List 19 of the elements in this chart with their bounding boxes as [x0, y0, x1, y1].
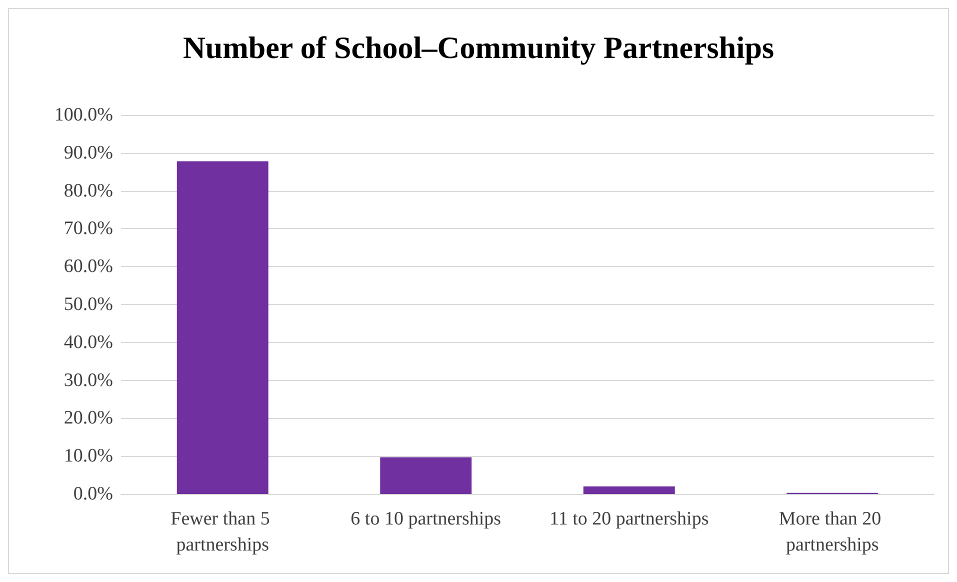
y-tick-label: 30.0%	[64, 370, 114, 391]
y-tick-label: 60.0%	[64, 256, 114, 278]
y-tick-label: 40.0%	[64, 332, 114, 353]
y-tick-label: 100.0%	[54, 104, 114, 126]
bar	[583, 486, 675, 494]
chart-title: Number of School–Community Partnerships	[182, 30, 774, 65]
x-tick-label: More than 20 partnerships	[778, 508, 886, 556]
y-tick-label: 10.0%	[64, 446, 114, 467]
y-tick-label: 0.0%	[73, 484, 114, 504]
y-tick-label: 50.0%	[64, 294, 114, 315]
y-tick-label: 70.0%	[64, 218, 114, 240]
x-tick-label: 11 to 20 partnerships	[550, 508, 709, 530]
y-tick-label: 90.0%	[64, 142, 114, 164]
bar	[176, 161, 268, 494]
x-tick-label: 6 to 10 partnerships	[350, 508, 502, 530]
x-tick-label: Fewer than 5 partnerships	[170, 508, 275, 556]
y-tick-label: 80.0%	[64, 180, 114, 202]
y-tick-label: 20.0%	[64, 408, 114, 429]
bar	[380, 457, 472, 494]
